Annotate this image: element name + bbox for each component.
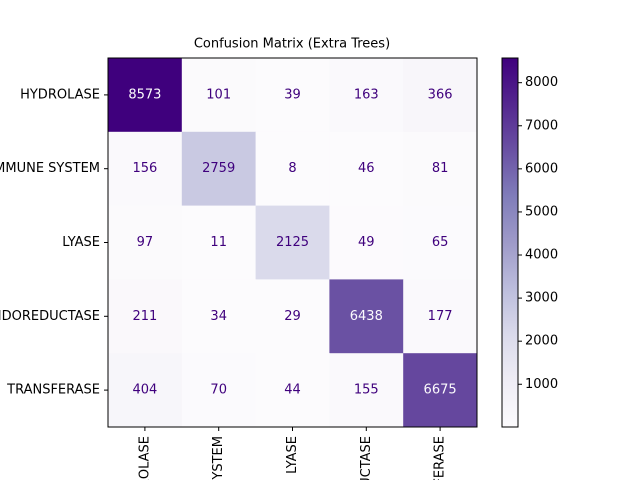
heatmap-cell	[255, 353, 330, 428]
heatmap-cell	[108, 353, 183, 428]
heatmap-cell	[255, 205, 330, 280]
cell-label: 2125	[276, 235, 309, 250]
cell-label: 101	[206, 87, 231, 102]
cell-label: 163	[354, 87, 379, 102]
heatmap-cell	[255, 131, 330, 207]
cell-label: 97	[137, 235, 154, 250]
colorbar-tick-label: 7000	[525, 118, 558, 133]
cell-label: 2759	[202, 161, 235, 176]
heatmap-cell	[108, 279, 183, 354]
heatmap-cell	[329, 131, 404, 207]
x-tick-label: HYDROLASE	[137, 436, 152, 480]
cell-label: 8	[288, 161, 296, 176]
cell-label: 70	[210, 383, 227, 398]
colorbar-tick-label: 8000	[525, 75, 558, 90]
colorbar-tick-label: 4000	[525, 248, 558, 263]
colorbar-tick-label: 6000	[525, 161, 558, 176]
heatmap-cell	[181, 279, 257, 354]
heatmap-cell	[403, 353, 478, 428]
cell-label: 404	[132, 383, 157, 398]
heatmap-cell	[108, 205, 183, 280]
heatmap-cell	[181, 131, 257, 207]
cell-label: 39	[284, 87, 301, 102]
heatmap-cell	[255, 279, 330, 354]
heatmap-cell	[329, 58, 404, 133]
cell-label: 49	[358, 235, 375, 250]
x-tick-label: IMMUNE SYSTEM	[211, 436, 226, 480]
cell-label: 366	[428, 87, 453, 102]
heatmap-cell	[329, 353, 404, 428]
cell-label: 8573	[128, 87, 161, 102]
cell-label: 11	[210, 235, 227, 250]
cell-label: 65	[432, 235, 449, 250]
y-tick-label: IMMUNE SYSTEM	[0, 161, 100, 176]
cell-label: 46	[358, 161, 375, 176]
colorbar-tick-label: 1000	[525, 377, 558, 392]
x-tick-label: OXIDOREDUCTASE	[359, 436, 374, 480]
cell-label: 155	[354, 383, 379, 398]
heatmap-cell	[403, 279, 478, 354]
colorbar	[501, 57, 519, 428]
heatmap-cell	[403, 205, 478, 280]
cell-label: 211	[132, 309, 157, 324]
heatmap-cell	[403, 131, 478, 207]
heatmap-cell	[181, 353, 257, 428]
y-tick-label: TRANSFERASE	[6, 383, 100, 398]
colorbar-tick-label: 5000	[525, 204, 558, 219]
cell-label: 44	[284, 383, 301, 398]
cell-label: 81	[432, 161, 449, 176]
heatmap-cell	[108, 131, 183, 207]
colorbar-tick-label: 2000	[525, 334, 558, 349]
y-tick-label: LYASE	[62, 235, 100, 250]
chart-title: Confusion Matrix (Extra Trees)	[194, 37, 390, 52]
cell-label: 34	[210, 309, 227, 324]
y-tick-label: HYDROLASE	[20, 87, 100, 102]
cell-label: 29	[284, 309, 301, 324]
y-tick-label: OXIDOREDUCTASE	[0, 309, 100, 324]
cell-label: 156	[132, 161, 157, 176]
x-tick-label: TRANSFERASE	[433, 436, 448, 480]
heatmap-cell	[255, 58, 330, 133]
colorbar-tick-label: 3000	[525, 291, 558, 306]
cell-label: 177	[428, 309, 453, 324]
x-tick-label: LYASE	[285, 436, 300, 474]
heatmap-cell	[329, 279, 404, 354]
heatmap-cell	[181, 205, 257, 280]
heatmap-cell	[108, 58, 183, 133]
heatmap-cell	[329, 205, 404, 280]
cell-label: 6675	[424, 383, 457, 398]
cell-label: 6438	[350, 309, 383, 324]
heatmap-cell	[181, 58, 257, 133]
heatmap-cell	[403, 58, 478, 133]
